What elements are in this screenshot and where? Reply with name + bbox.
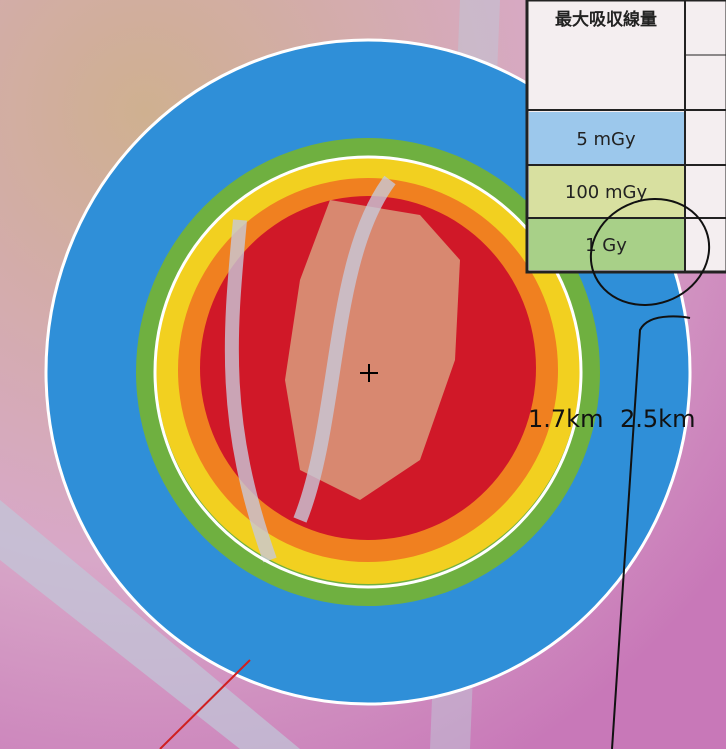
river [293,175,396,523]
legend-swatch [529,166,684,217]
legend-label: 1 Gy [585,235,627,256]
legend-label: 5 mGy [576,129,636,150]
pointer-line [159,659,251,749]
outer-circle [44,38,692,706]
river [224,219,277,563]
annotation-loop [589,198,711,306]
legend-swatch [529,112,684,164]
legend-table: 最大吸収線量 5 mGy 100 mGy 1 Gy [525,0,726,274]
legend-label: 100 mGy [565,182,648,203]
road [0,500,300,749]
hypocenter-marker [360,364,378,382]
inner-circle [153,155,583,589]
annotation-line [611,315,691,749]
legend-swatch [529,219,684,270]
radius-label: 2.5km [620,405,695,433]
legend-header: 最大吸収線量 [555,9,657,30]
radius-label: 1.7km [528,405,603,433]
